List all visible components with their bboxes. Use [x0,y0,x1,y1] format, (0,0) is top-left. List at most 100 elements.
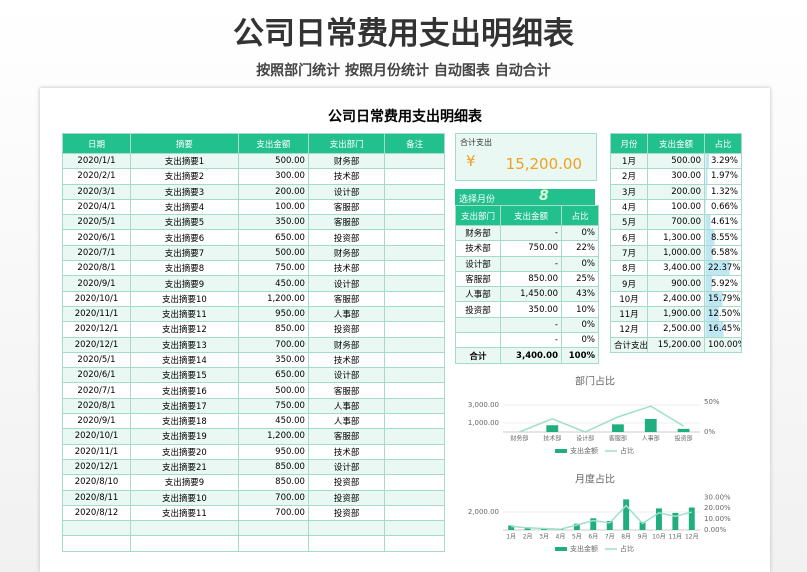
y2-tick-label: 0.00% [704,526,727,534]
month-table: 月份 支出金额 占比 1月 500.00 3.29% 2月 300.00 1.97% 3月 200.… [610,133,742,353]
cell: 700.00 [237,504,309,522]
cell: 设计部 [307,367,386,384]
cell: 100% [561,347,599,364]
cell: - [500,332,562,349]
cell: 2020/6/1 [61,367,132,384]
cell: 支出摘要10 [130,290,239,307]
cell: 850.00 [237,458,309,476]
cell: 950.00 [237,443,309,460]
chart-bg [455,372,735,464]
cell: 950.00 [237,305,309,323]
bar [672,512,679,530]
cell: 2020/6/1 [61,229,132,246]
cell: 技术部 [455,240,501,257]
cell: 10% [561,301,599,318]
cell: 支出摘要21 [130,458,239,476]
cell: 1月 [610,152,648,170]
x-tick-label: 11月 [669,534,683,541]
cell: 支出摘要7 [130,244,239,262]
row: 2020/8/12 支出摘要11 700.00 投资部 [61,504,445,522]
cell [384,214,445,231]
x-tick-label: 技术部 [543,435,561,443]
cell: 850.00 [500,270,562,288]
bar [573,523,580,530]
row: 投资部 350.00 10% [455,301,599,318]
row [61,535,445,552]
row: 10月 2,400.00 15.79% [610,290,742,307]
header-cell: 支出部门 [455,205,501,226]
page-title: 公司日常费用支出明细表 [233,16,574,52]
cell: - [500,255,562,272]
row: 2020/8/10 支出摘要9 850.00 投资部 [61,474,445,491]
cell [384,397,445,415]
select-value[interactable]: 8 [539,188,549,204]
cell: 500.00 [237,244,309,262]
cell: 9月 [610,275,648,292]
row: 2月 300.00 1.97% [610,168,742,185]
cell: 3月 [610,183,648,200]
cell: 200.00 [237,183,309,200]
cell: 2020/11/1 [61,305,132,323]
cell: 2020/4/1 [61,198,132,216]
x-tick-label: 人事部 [642,435,660,443]
cell: 2020/1/1 [61,152,132,170]
row: 2020/12/1 支出摘要12 850.00 投资部 [61,321,445,338]
cell: 财务部 [307,336,386,353]
y2-tick-label: 10.00% [704,515,731,523]
cell: 8.55% [704,229,742,246]
cell: 500.00 [647,152,705,170]
cell [237,520,309,537]
cell: 财务部 [307,152,386,170]
bar [623,499,630,530]
cell [384,305,445,323]
row: 技术部 750.00 22% [455,240,599,257]
cell: 投资部 [307,229,386,246]
y2-tick-label: 0% [704,428,715,436]
x-tick-label: 投资部 [675,435,693,443]
header-cell: 备注 [384,133,445,154]
x-tick-label: 6月 [588,534,598,541]
cell: 2,500.00 [647,321,705,338]
cell: 650.00 [237,229,309,246]
cell [384,520,445,537]
cell [384,443,445,460]
cell [384,244,445,262]
row: -0% [455,316,599,334]
cell: 财务部 [307,244,386,262]
cell: 支出摘要10 [130,489,239,506]
x-tick-label: 财务部 [510,435,528,443]
cell: 2020/10/1 [61,428,132,445]
cell: 人事部 [455,286,501,303]
cell: 2020/2/1 [61,168,132,185]
cell: 技术部 [307,351,386,369]
cell: 支出摘要4 [130,198,239,216]
cell: 财务部 [455,224,501,242]
cell: 1,900.00 [647,305,705,323]
row: 2020/12/1 支出摘要13 700.00 财务部 [61,336,445,353]
dept-table: 支出部门 支出金额 占比 财务部 -0% 技术部 750.00 22% 设计部 -0% 客服部 850… [455,205,599,364]
x-tick-label: 2月 [523,534,533,541]
row: 4月 100.00 0.66% [610,198,742,216]
ratio-line [519,405,684,433]
header-cell: 支出部门 [307,133,386,154]
sheet: 公司日常费用支出明细表 日期 摘要 支出金额 支出部门 备注 2020/1/1 支出摘要1 5… [40,88,770,572]
y2-tick-label: 20.00% [704,504,731,512]
cell [61,535,132,552]
cell: 15,200.00 [647,336,705,353]
cell: 3.29% [704,152,742,170]
cell: 650.00 [237,367,309,384]
cell: 850.00 [237,474,309,491]
bar [688,507,695,530]
cell [61,520,132,537]
cell: 支出摘要1 [130,152,239,170]
cell: 支出摘要8 [130,260,239,277]
header-row: 日期 摘要 支出金额 支出部门 备注 [61,133,445,154]
cell [384,382,445,399]
row: 6月 1,300.00 8.55% [610,229,742,246]
cell: 8月 [610,260,648,277]
cell: 0% [561,332,599,349]
cell: 支出摘要11 [130,504,239,522]
row: 2020/3/1 支出摘要3 200.00 设计部 [61,183,445,200]
cell: 2020/8/1 [61,260,132,277]
